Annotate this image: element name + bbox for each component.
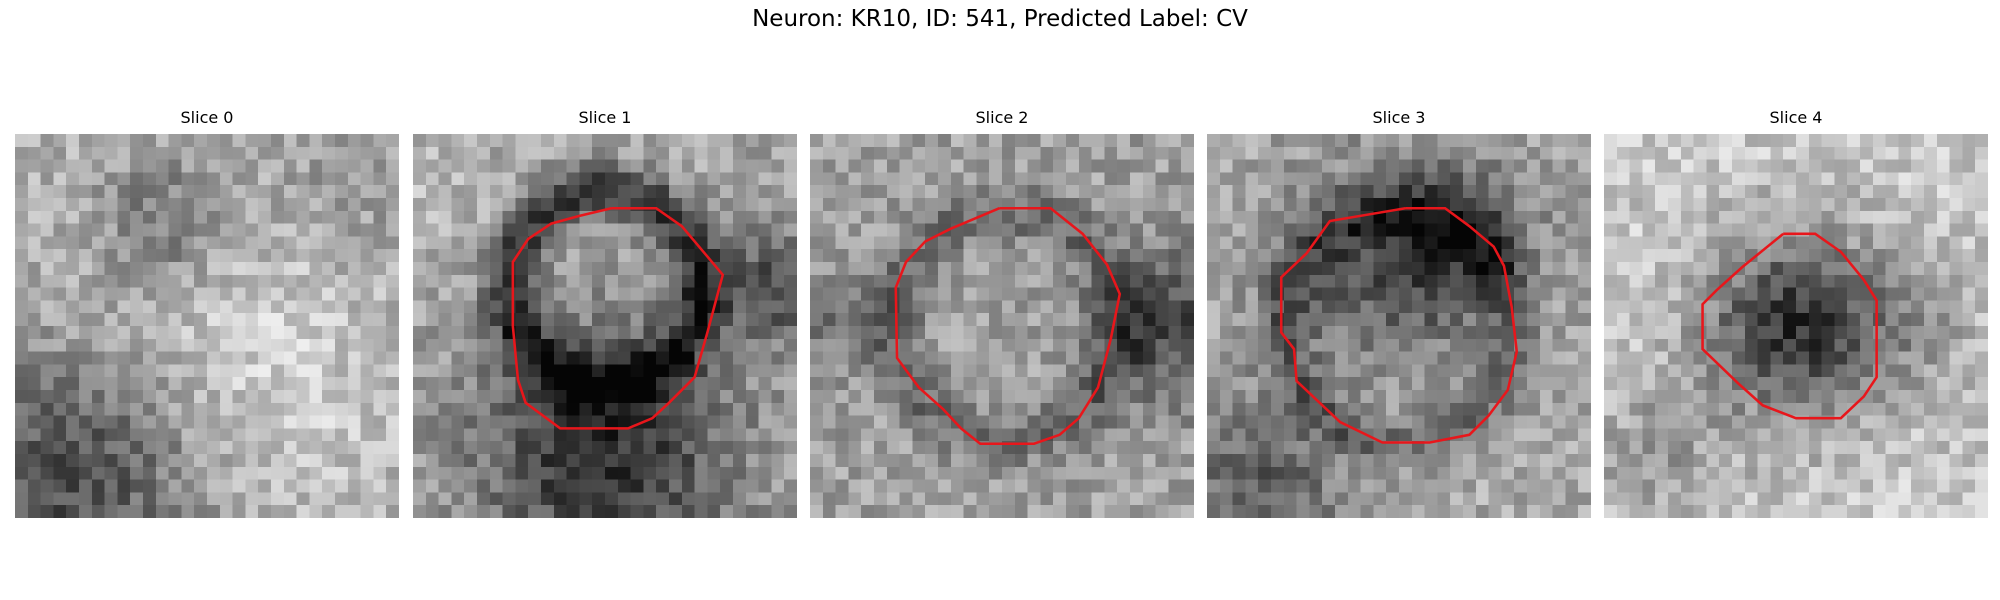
slice-image xyxy=(15,134,399,518)
slice-title: Slice 4 xyxy=(1769,108,1823,127)
slice-image xyxy=(1207,134,1591,518)
segmentation-contour xyxy=(894,206,1122,446)
slice-title: Slice 3 xyxy=(1372,108,1426,127)
figure-title: Neuron: KR10, ID: 541, Predicted Label: … xyxy=(752,6,1248,32)
slice-title: Slice 0 xyxy=(180,108,234,127)
segmentation-contour xyxy=(1701,232,1878,420)
slice-image xyxy=(810,134,1194,518)
slice-title: Slice 1 xyxy=(578,108,632,127)
segmentation-contour xyxy=(1279,206,1519,444)
slice-title: Slice 2 xyxy=(975,108,1029,127)
slice-image xyxy=(413,134,797,518)
slice-image xyxy=(1604,134,1988,518)
segmentation-contour xyxy=(511,206,725,430)
